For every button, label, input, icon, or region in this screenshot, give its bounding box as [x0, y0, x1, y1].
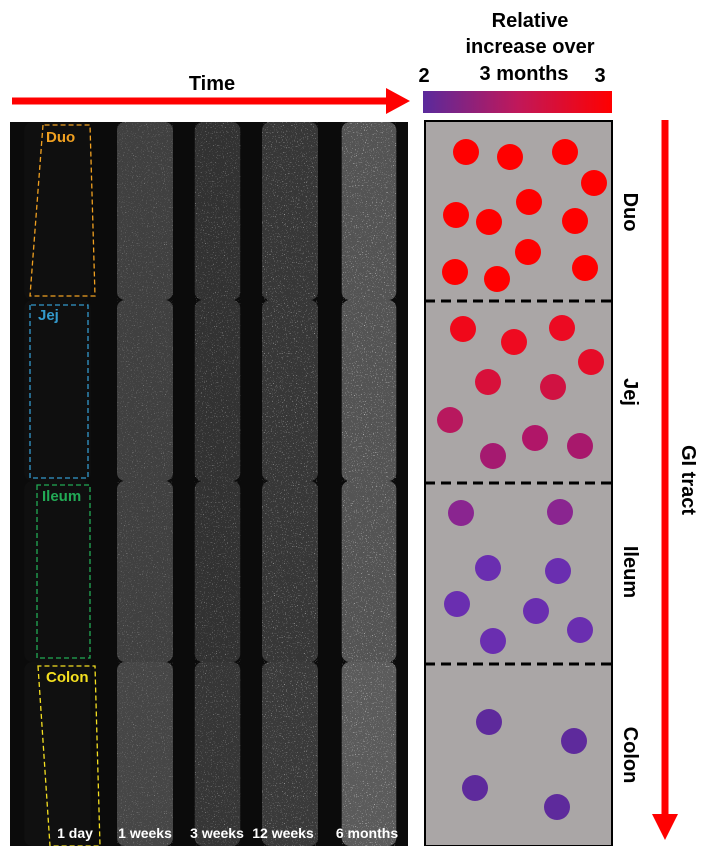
dot	[545, 558, 571, 584]
colorbar-title: increase over	[466, 36, 595, 58]
tissue	[24, 122, 91, 300]
dot	[450, 316, 476, 342]
dot	[453, 139, 479, 165]
dot	[567, 433, 593, 459]
dot	[515, 239, 541, 265]
speckle	[262, 662, 318, 846]
dot	[476, 209, 502, 235]
dot	[480, 628, 506, 654]
speckle	[342, 122, 397, 300]
dot	[547, 499, 573, 525]
dot	[437, 407, 463, 433]
dot	[462, 775, 488, 801]
time-point-label: 1 day	[57, 825, 93, 841]
dot	[475, 555, 501, 581]
segment-label: Colon	[46, 669, 89, 686]
speckle	[117, 300, 173, 481]
gi-label: GI tract	[677, 445, 699, 515]
row-label: Colon	[619, 727, 641, 784]
time-point-label: 6 months	[336, 825, 398, 841]
speckle	[342, 481, 397, 662]
gi-arrow-head	[652, 814, 678, 840]
dot	[476, 709, 502, 735]
tissue	[24, 662, 91, 846]
colorbar-min: 2	[418, 65, 429, 87]
time-arrow-head	[386, 88, 410, 114]
row-label: Jej	[619, 378, 641, 406]
segment-label: Duo	[46, 129, 75, 146]
time-point-label: 12 weeks	[252, 825, 314, 841]
dot	[578, 349, 604, 375]
speckle	[117, 481, 173, 662]
speckle	[262, 481, 318, 662]
dot	[561, 728, 587, 754]
time-point-label: 3 weeks	[190, 825, 244, 841]
dot	[581, 170, 607, 196]
time-point-label: 1 weeks	[118, 825, 172, 841]
tissue	[24, 481, 91, 662]
speckle	[195, 300, 241, 481]
speckle	[342, 662, 397, 846]
speckle	[262, 300, 318, 481]
dot	[562, 208, 588, 234]
dot	[443, 202, 469, 228]
tissue	[24, 300, 91, 481]
speckle	[117, 122, 173, 300]
dot	[516, 189, 542, 215]
colorbar-max: 3	[594, 65, 605, 87]
colorbar-title: Relative	[492, 10, 569, 32]
dot	[523, 598, 549, 624]
row-label: Duo	[619, 193, 641, 232]
speckle	[195, 122, 241, 300]
colorbar-title: 3 months	[480, 63, 569, 85]
dot	[475, 369, 501, 395]
dot	[484, 266, 510, 292]
dot	[552, 139, 578, 165]
dot	[497, 144, 523, 170]
dot	[448, 500, 474, 526]
row-label: Ileum	[619, 546, 641, 598]
dot	[444, 591, 470, 617]
speckle	[342, 300, 397, 481]
dot	[480, 443, 506, 469]
dot	[549, 315, 575, 341]
dot	[501, 329, 527, 355]
time-label: Time	[189, 73, 235, 95]
speckle	[195, 481, 241, 662]
figure: Time Relative increase over 3 months 2 3…	[0, 0, 702, 846]
speckle	[117, 662, 173, 846]
segment-label: Jej	[38, 307, 59, 324]
speckle	[262, 122, 318, 300]
dot	[544, 794, 570, 820]
colorbar	[423, 91, 612, 113]
segment-label: Ileum	[42, 488, 81, 505]
dot	[442, 259, 468, 285]
microscopy-panel: Duo Jej Ileum Colon 1 day 1 weeks 3 weeks 12 we…	[10, 122, 408, 846]
dot	[572, 255, 598, 281]
dot	[540, 374, 566, 400]
dot	[522, 425, 548, 451]
dot	[567, 617, 593, 643]
speckle	[195, 662, 241, 846]
